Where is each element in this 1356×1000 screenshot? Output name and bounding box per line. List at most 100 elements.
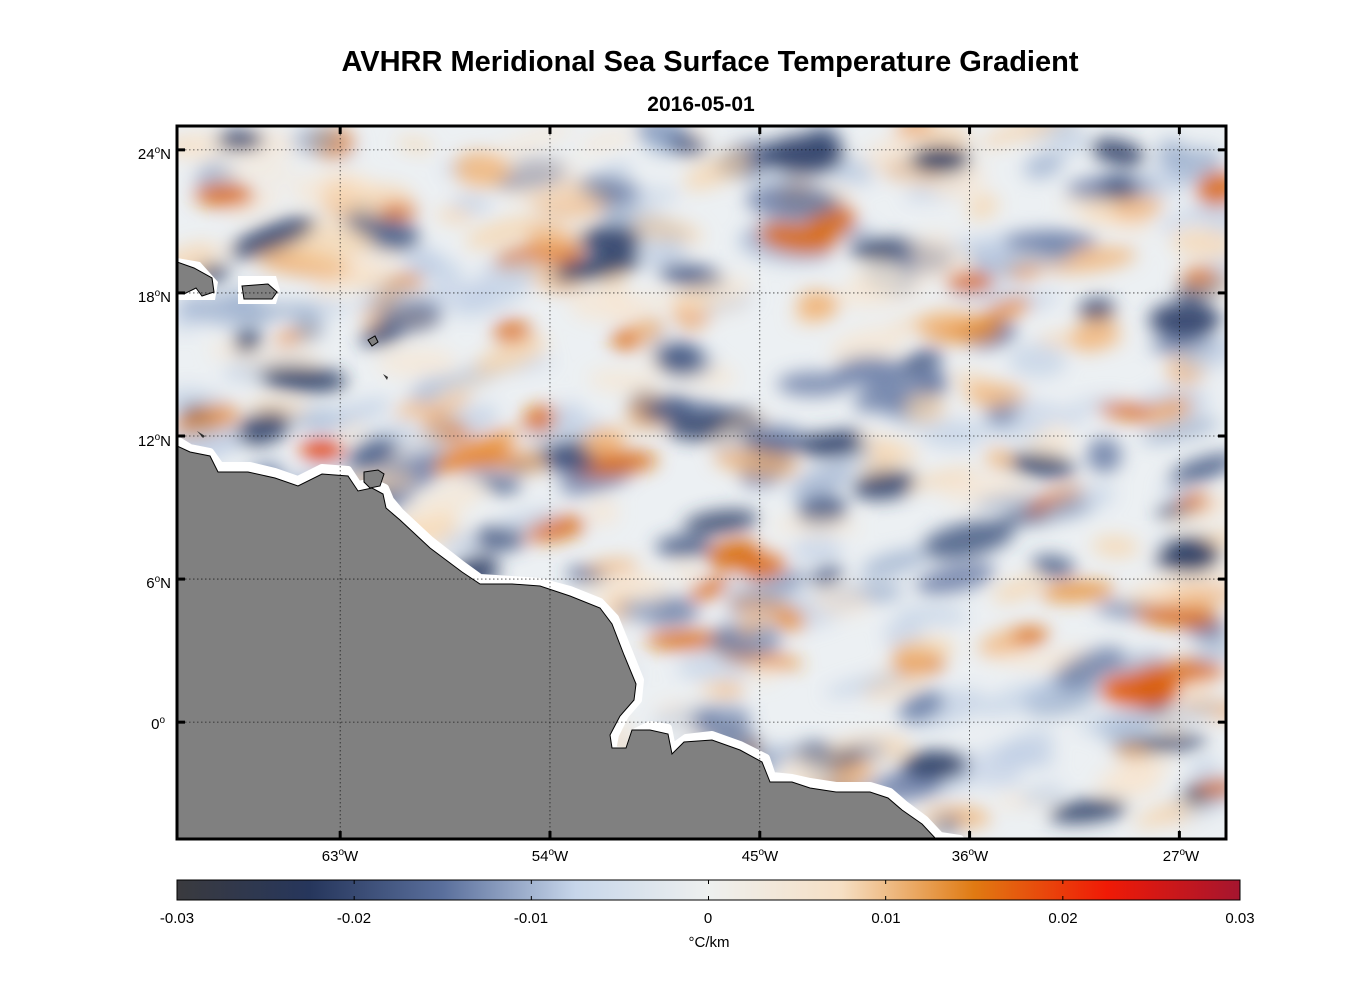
colorbar-tick-label: 0.02 (1048, 910, 1077, 927)
puerto-rico-island (241, 283, 278, 300)
gradient-patch (789, 462, 853, 502)
gradient-patch (699, 682, 734, 700)
gradient-patch (514, 449, 547, 474)
gradient-patch (898, 690, 945, 722)
gradient-patch (916, 562, 996, 595)
gradient-patch (1039, 581, 1116, 602)
lon-tick-label: 27oW (1163, 847, 1200, 865)
gradient-patch (578, 131, 634, 153)
gradient-patch-strong (901, 751, 969, 779)
gradient-patch (194, 183, 255, 208)
gradient-patch (1180, 336, 1226, 373)
gradient-patch (1091, 535, 1140, 558)
gradient-patch (1158, 207, 1204, 232)
gradient-patch-strong (910, 146, 970, 174)
gradient-patch (396, 137, 434, 153)
gradient-patch (1077, 709, 1148, 734)
gradient-patch (307, 397, 392, 434)
gradient-patch (773, 607, 806, 631)
gradient-patch (586, 572, 653, 601)
gradient-patch (475, 335, 548, 375)
gradient-patch (235, 302, 319, 319)
gradient-patch (833, 355, 904, 387)
lat-tick-label: 18oN (138, 288, 171, 306)
colorbar-tick-label: 0.03 (1225, 910, 1254, 927)
lon-tick-label: 54oW (532, 847, 569, 865)
gradient-patch (860, 549, 929, 577)
gradient-patch (683, 152, 750, 191)
colorbar-ticks (176, 880, 1241, 900)
gradient-patch (522, 405, 559, 433)
gradient-patch (697, 295, 757, 314)
gradient-patch (1019, 291, 1061, 312)
gradient-patch (1031, 555, 1076, 578)
colorbar-tick-label: 0 (704, 910, 712, 927)
gradient-patch (293, 313, 325, 342)
gradient-patch (978, 679, 1065, 717)
lon-tick-label: 63oW (322, 847, 359, 865)
gradient-patch (917, 418, 985, 449)
gradient-patch-strong (1160, 537, 1220, 573)
gradient-patch (1110, 194, 1163, 224)
gradient-patch (432, 429, 519, 475)
gradient-patch (1086, 437, 1122, 473)
gradient-patch (724, 578, 807, 612)
gradient-patch (922, 126, 971, 153)
gradient-patch (1137, 701, 1224, 733)
gradient-patch (655, 535, 714, 557)
gradient-patch (1111, 764, 1162, 800)
gradient-patch (403, 479, 486, 527)
gradient-patch (422, 280, 498, 306)
lon-tick-label: 45oW (742, 847, 779, 865)
gradient-patch (291, 171, 372, 207)
gradient-patch (453, 151, 510, 188)
gradient-patch (229, 216, 316, 258)
gradient-patch (258, 365, 348, 392)
gradient-patch (377, 347, 457, 379)
map-gridlines (177, 126, 1226, 839)
gradient-patch (1170, 488, 1226, 529)
gradient-patch (1196, 779, 1226, 797)
gradient-patch-strong (216, 130, 264, 150)
gradient-patch-strong (1149, 302, 1221, 338)
gradient-patch (1005, 398, 1088, 425)
gradient-patch (683, 510, 759, 534)
colorbar-tick-label: -0.02 (337, 910, 371, 927)
map-subtitle-date: 2016-05-01 (647, 93, 755, 116)
gradient-patch (1050, 647, 1126, 690)
lat-tick-label: 24oN (138, 145, 171, 163)
gradient-patch (909, 232, 955, 269)
longitude-axis: 63oW 54oW 45oW 36oW 27oW (322, 847, 1200, 865)
gradient-patch (896, 605, 970, 626)
gradient-patch (771, 516, 861, 535)
gradient-patch-strong (796, 433, 864, 457)
gradient-patch (1193, 201, 1226, 234)
martinique-island (383, 374, 388, 380)
gradient-patch-strong (765, 135, 845, 175)
gradient-patch (1132, 166, 1194, 198)
gradient-patch (858, 130, 931, 175)
gradient-patch (1196, 171, 1226, 207)
gradient-patch-strong (1012, 628, 1048, 644)
gradient-patch (588, 558, 640, 574)
land-layer (177, 258, 964, 839)
lat-tick-label: 12oN (138, 432, 171, 450)
gradient-patch (631, 217, 704, 244)
gradient-patch (477, 259, 544, 285)
gradient-patch (1170, 227, 1226, 259)
gradient-patch (645, 630, 729, 650)
gradient-patch (419, 404, 499, 450)
gradient-patch-strong (611, 331, 639, 349)
gradient-patch (1068, 396, 1123, 413)
gradient-patch (473, 526, 526, 551)
gradient-patch (791, 536, 843, 562)
latitude-axis: 24oN 18oN 12oN 6oN 0o (138, 145, 171, 733)
gradient-patch (981, 649, 1074, 671)
gradient-patch (796, 289, 840, 319)
gradient-patch (777, 371, 851, 397)
gradient-patch (479, 476, 521, 493)
lon-tick-label: 36oW (952, 847, 989, 865)
gradient-patch (1099, 174, 1142, 201)
gradient-patch (824, 671, 910, 697)
map-frame-ticks (177, 126, 1226, 839)
